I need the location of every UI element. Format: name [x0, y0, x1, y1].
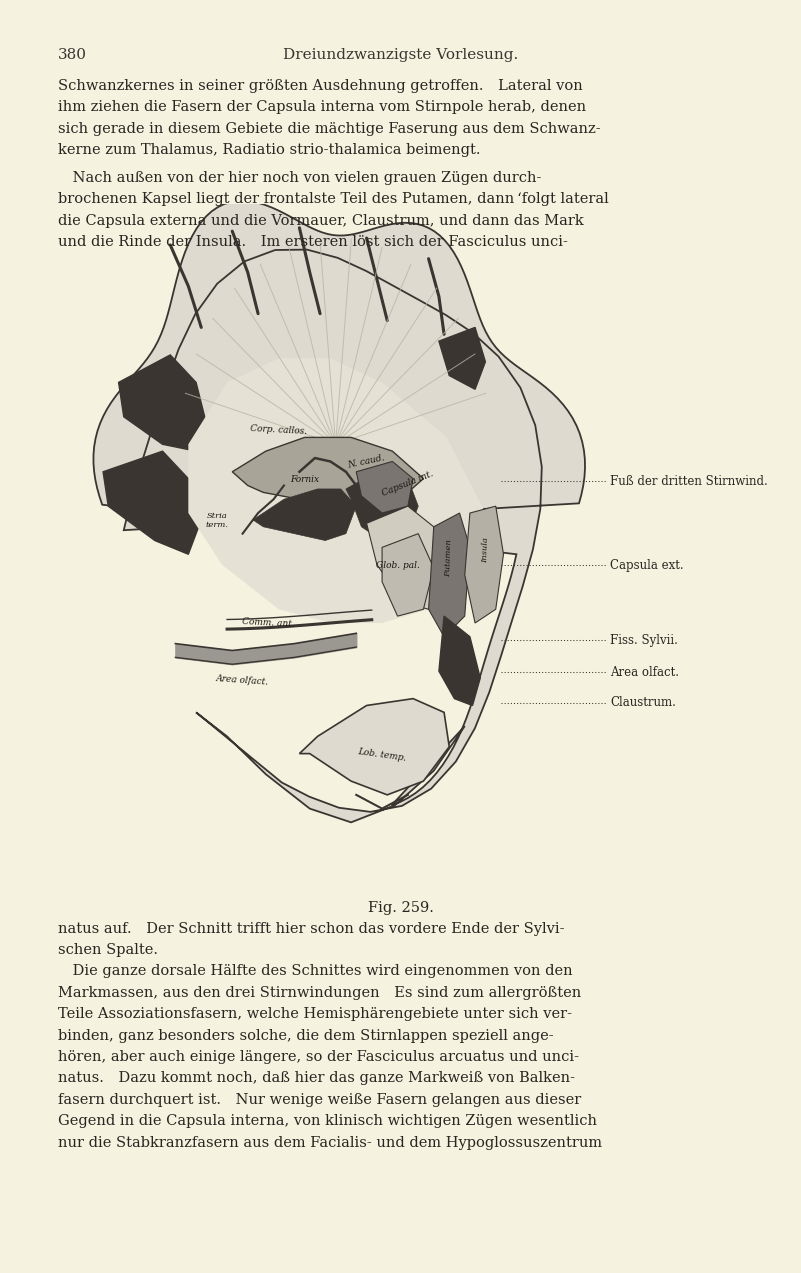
- Text: hören, aber auch einige längere, so der Fasciculus arcuatus und unci-: hören, aber auch einige längere, so der …: [58, 1050, 578, 1064]
- Text: schen Spalte.: schen Spalte.: [58, 943, 158, 957]
- Text: Area olfact.: Area olfact.: [610, 666, 679, 679]
- Polygon shape: [103, 451, 201, 554]
- Text: Fornix: Fornix: [290, 475, 319, 484]
- Text: ihm ziehen die Fasern der Capsula interna vom Stirnpole herab, denen: ihm ziehen die Fasern der Capsula intern…: [58, 101, 586, 115]
- Text: Insula: Insula: [481, 537, 490, 563]
- Polygon shape: [94, 201, 585, 822]
- Text: Die ganze dorsale Hälfte des Schnittes wird eingenommen von den: Die ganze dorsale Hälfte des Schnittes w…: [58, 965, 572, 979]
- Text: brochenen Kapsel liegt der frontalste Teil des Putamen, dann ‘folgt lateral: brochenen Kapsel liegt der frontalste Te…: [58, 192, 609, 206]
- Text: sich gerade in diesem Gebiete die mächtige Faserung aus dem Schwanz-: sich gerade in diesem Gebiete die mächti…: [58, 122, 600, 136]
- Text: Fuß der dritten Stirnwind.: Fuß der dritten Stirnwind.: [610, 475, 768, 488]
- Polygon shape: [439, 616, 481, 705]
- Text: Lob. temp.: Lob. temp.: [357, 747, 407, 763]
- Text: die Capsula externa und die Vormauer, Claustrum, und dann das Mark: die Capsula externa und die Vormauer, Cl…: [58, 214, 583, 228]
- Polygon shape: [300, 699, 449, 794]
- Polygon shape: [429, 513, 470, 636]
- Text: kerne zum Thalamus, Radiatio strio-thalamica beimengt.: kerne zum Thalamus, Radiatio strio-thala…: [58, 143, 480, 157]
- Text: 380: 380: [58, 48, 87, 62]
- Text: Dreiundzwanzigste Vorlesung.: Dreiundzwanzigste Vorlesung.: [283, 48, 518, 62]
- Polygon shape: [253, 489, 356, 541]
- Text: Fiss. Sylvii.: Fiss. Sylvii.: [610, 634, 678, 647]
- Text: nur die Stabkranzfasern aus dem Facialis- und dem Hypoglossuszentrum: nur die Stabkranzfasern aus dem Facialis…: [58, 1136, 602, 1150]
- Polygon shape: [356, 461, 413, 513]
- Text: Corp. callos.: Corp. callos.: [250, 424, 308, 435]
- Text: Glob. pal.: Glob. pal.: [376, 561, 420, 570]
- Text: natus auf. Der Schnitt trifft hier schon das vordere Ende der Sylvi-: natus auf. Der Schnitt trifft hier schon…: [58, 922, 564, 936]
- Text: Markmassen, aus den drei Stirnwindungen Es sind zum allergrößten: Markmassen, aus den drei Stirnwindungen …: [58, 985, 581, 999]
- Text: Capsula int.: Capsula int.: [381, 468, 435, 498]
- Polygon shape: [439, 327, 485, 390]
- Text: N. caud.: N. caud.: [347, 453, 386, 470]
- Text: Comm. ant.: Comm. ant.: [242, 616, 295, 629]
- Text: Schwanzkernes in seiner größten Ausdehnung getroffen. Lateral von: Schwanzkernes in seiner größten Ausdehnu…: [58, 79, 582, 93]
- Polygon shape: [465, 507, 504, 622]
- Polygon shape: [119, 355, 207, 451]
- Text: Stria
term.: Stria term.: [205, 512, 228, 528]
- Text: Gegend in die Capsula interna, von klinisch wichtigen Zügen wesentlich: Gegend in die Capsula interna, von klini…: [58, 1114, 597, 1128]
- Text: Nach außen von der hier noch von vielen grauen Zügen durch-: Nach außen von der hier noch von vielen …: [58, 171, 541, 185]
- Polygon shape: [188, 358, 485, 622]
- Text: Claustrum.: Claustrum.: [610, 696, 676, 709]
- Text: Fig. 259.: Fig. 259.: [368, 901, 433, 915]
- Text: Teile Assoziationsfasern, welche Hemisphärengebiete unter sich ver-: Teile Assoziationsfasern, welche Hemisph…: [58, 1007, 572, 1021]
- Text: und die Rinde der Insula. Im ersteren löst sich der Fasciculus unci-: und die Rinde der Insula. Im ersteren lö…: [58, 236, 568, 250]
- Text: fasern durchquert ist. Nur wenige weiße Fasern gelangen aus dieser: fasern durchquert ist. Nur wenige weiße …: [58, 1092, 581, 1106]
- Polygon shape: [367, 507, 444, 610]
- Text: binden, ganz besonders solche, die dem Stirnlappen speziell ange-: binden, ganz besonders solche, die dem S…: [58, 1029, 553, 1043]
- Text: natus. Dazu kommt noch, daß hier das ganze Markweiß von Balken-: natus. Dazu kommt noch, daß hier das gan…: [58, 1072, 574, 1086]
- Polygon shape: [232, 438, 424, 503]
- Text: Putamen: Putamen: [445, 538, 454, 577]
- Text: Area olfact.: Area olfact.: [216, 675, 269, 687]
- Polygon shape: [382, 533, 434, 616]
- Text: Capsula ext.: Capsula ext.: [610, 559, 684, 572]
- Polygon shape: [346, 472, 418, 541]
